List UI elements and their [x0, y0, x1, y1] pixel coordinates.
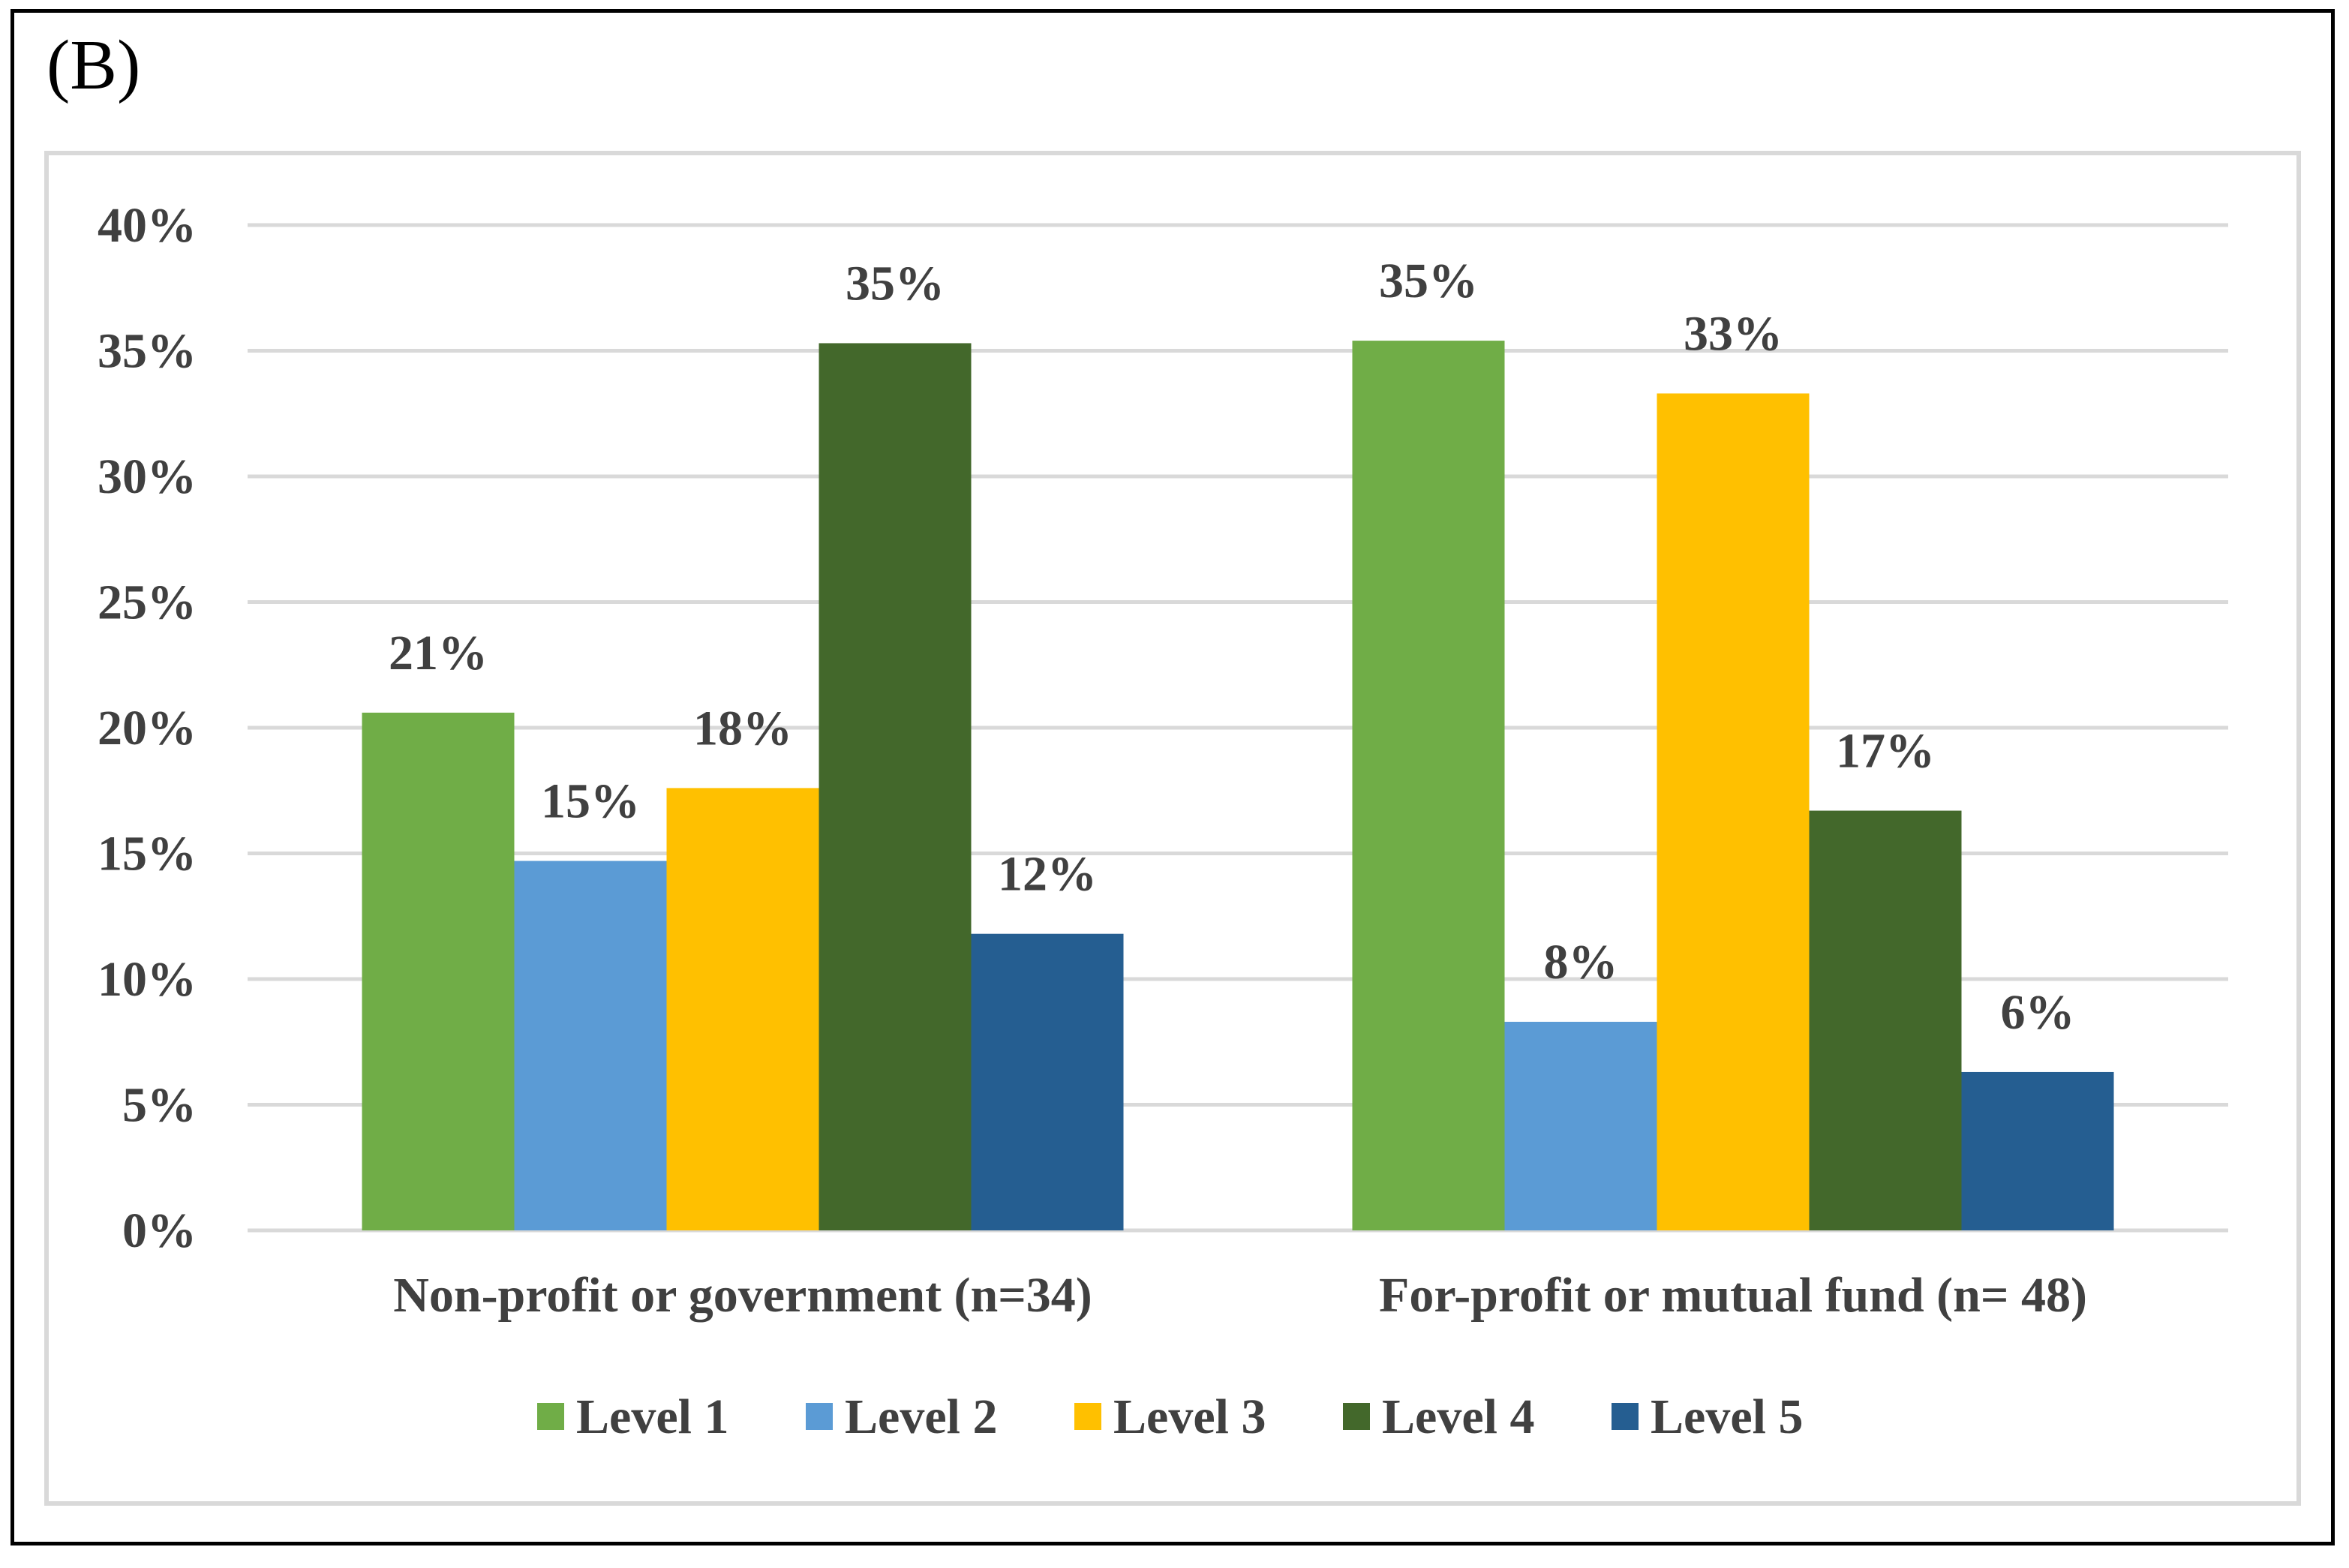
category-label-1: Non-profit or government (n=34) — [393, 1268, 1092, 1323]
data-label-level-3-cat-2: 33% — [1684, 306, 1783, 361]
y-tick-label: 15% — [98, 827, 197, 882]
bar-level-1-cat-1 — [362, 712, 515, 1230]
data-label-level-1-cat-1: 21% — [389, 626, 488, 680]
data-label-level-5-cat-1: 12% — [998, 847, 1097, 902]
bar-level-1-cat-2 — [1352, 341, 1505, 1231]
bar-level-5-cat-1 — [971, 933, 1124, 1230]
bar-level-3-cat-1 — [666, 788, 819, 1230]
data-label-level-5-cat-2: 6% — [2001, 985, 2075, 1040]
y-tick-label: 10% — [98, 952, 197, 1007]
legend-swatch-level-2 — [806, 1403, 833, 1430]
bar-level-5-cat-2 — [1961, 1071, 2114, 1230]
bar-level-2-cat-2 — [1504, 1021, 1657, 1230]
data-label-level-1-cat-2: 35% — [1379, 254, 1478, 308]
category-label-2: For-profit or mutual fund (n= 48) — [1379, 1268, 2087, 1323]
y-tick-label: 0% — [122, 1203, 197, 1258]
y-tick-label: 5% — [122, 1078, 197, 1133]
data-label-level-4-cat-1: 35% — [846, 256, 945, 311]
y-tick-label: 40% — [98, 198, 197, 253]
bars — [362, 341, 2114, 1231]
legend-swatch-level-4 — [1343, 1403, 1370, 1430]
category-labels: Non-profit or government (n=34) For-profi… — [393, 1268, 2087, 1323]
data-label-level-2-cat-1: 15% — [541, 774, 640, 829]
bar-level-4-cat-1 — [819, 343, 972, 1231]
legend-swatch-level-3 — [1074, 1403, 1101, 1430]
data-label-level-3-cat-1: 18% — [693, 701, 792, 755]
y-tick-label: 35% — [98, 324, 197, 379]
legend-swatch-level-1 — [537, 1403, 564, 1430]
legend-label-level-2: Level 2 — [845, 1389, 997, 1444]
y-axis-tick-labels: 0% 5% 10% 15% 20% 25% 30% 35% 40% — [98, 198, 197, 1258]
legend-label-level-1: Level 1 — [576, 1389, 728, 1444]
legend: Level 1 Level 2 Level 3 Level 4 Level 5 — [537, 1389, 1803, 1444]
bar-level-3-cat-2 — [1657, 393, 1810, 1231]
legend-swatch-level-5 — [1612, 1403, 1639, 1430]
y-tick-label: 25% — [98, 575, 197, 630]
bar-level-4-cat-2 — [1809, 810, 1962, 1230]
legend-label-level-5: Level 5 — [1651, 1389, 1803, 1444]
bar-level-2-cat-1 — [514, 861, 667, 1230]
data-label-level-4-cat-2: 17% — [1836, 724, 1935, 779]
panel-label: (B) — [47, 26, 141, 104]
legend-label-level-4: Level 4 — [1382, 1389, 1534, 1444]
y-tick-label: 20% — [98, 701, 197, 755]
data-labels: 21% 15% 18% 35% 12% 35% 8% 33% 17% 6% — [389, 254, 2075, 1040]
data-label-level-2-cat-2: 8% — [1544, 935, 1618, 990]
legend-label-level-3: Level 3 — [1113, 1389, 1266, 1444]
y-tick-label: 30% — [98, 449, 197, 504]
